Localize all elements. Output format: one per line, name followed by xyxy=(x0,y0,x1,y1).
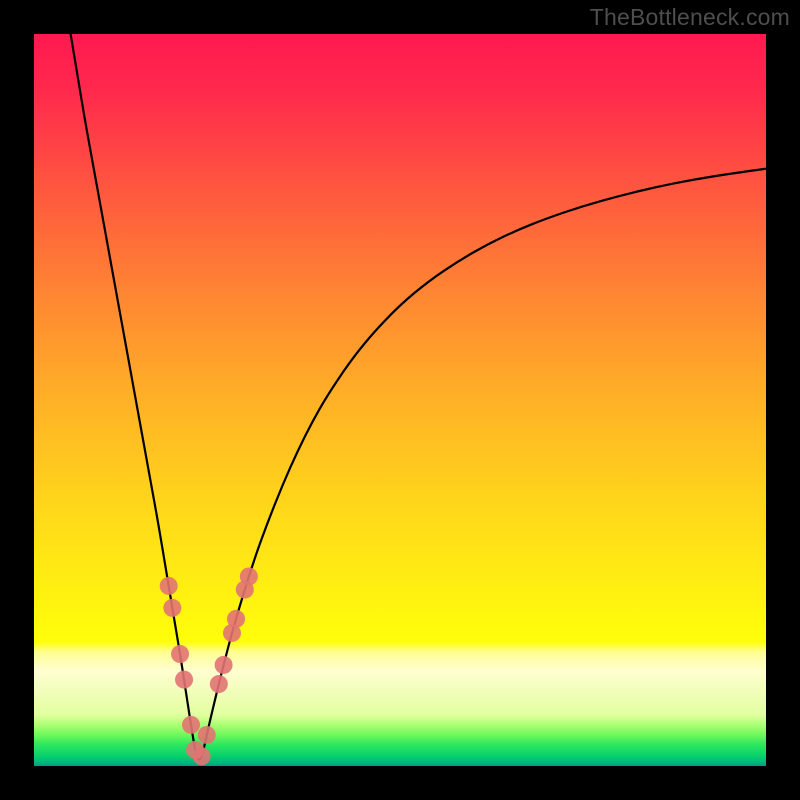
chart-background xyxy=(34,34,766,766)
curve-marker xyxy=(227,610,245,628)
curve-marker xyxy=(175,671,193,689)
curve-marker xyxy=(182,716,200,734)
curve-marker xyxy=(215,656,233,674)
bottleneck-chart-svg xyxy=(34,34,766,766)
curve-marker xyxy=(171,645,189,663)
curve-marker xyxy=(163,599,181,617)
curve-marker xyxy=(193,747,211,765)
watermark-text: TheBottleneck.com xyxy=(590,4,790,31)
curve-marker xyxy=(210,675,228,693)
curve-marker xyxy=(160,577,178,595)
curve-marker xyxy=(240,568,258,586)
plot-area xyxy=(34,34,766,766)
chart-canvas: TheBottleneck.com xyxy=(0,0,800,800)
curve-marker xyxy=(198,726,216,744)
